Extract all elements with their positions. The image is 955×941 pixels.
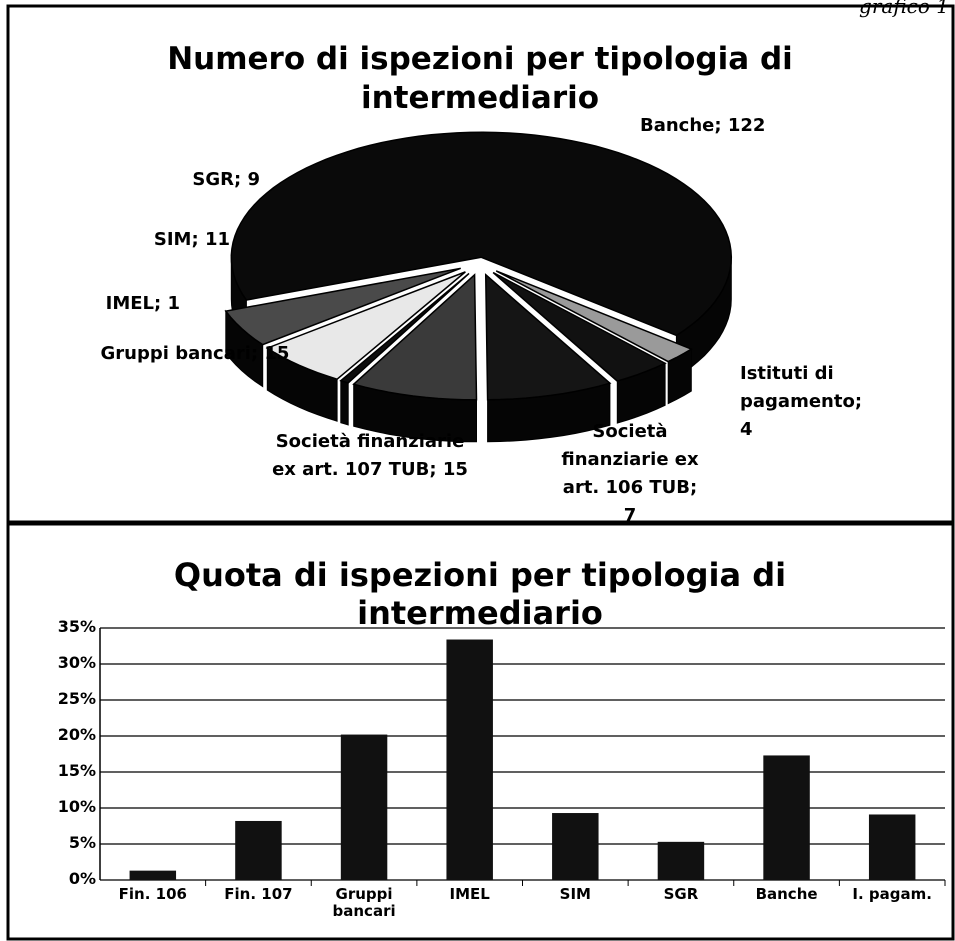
- x-tick-label: Fin. 106: [118, 885, 187, 903]
- pie-frame: [6, 4, 955, 524]
- pie-label-name: Banche: [640, 115, 715, 136]
- pie-slice: [352, 273, 478, 401]
- pie-label: Istituti di pagamento; 4: [740, 360, 870, 444]
- pie-label: IMEL; 1: [70, 290, 180, 318]
- header: grafico 1: [859, 0, 949, 18]
- bar: [763, 755, 810, 880]
- pie-label-name: SIM: [153, 229, 192, 250]
- pie-label-name: Società finanziarie ex art. 106 TUB: [561, 421, 699, 498]
- pie-label-sep: ;: [250, 343, 265, 364]
- pie-label-sep: ;: [429, 458, 443, 480]
- pie-label: SIM; 11: [105, 226, 230, 254]
- pie-slice: [224, 267, 461, 346]
- pie-label-value: 122: [727, 115, 766, 136]
- pie-slice: [492, 271, 667, 382]
- x-tick-label: Gruppi bancari: [332, 885, 396, 920]
- y-tick-label: 10%: [57, 797, 96, 816]
- pie-label: Gruppi bancari; 15: [100, 340, 290, 368]
- x-tick-label: Fin. 107: [224, 885, 293, 903]
- pie-label-sep: ;: [154, 293, 168, 314]
- pie-label-value: 15: [264, 343, 290, 364]
- pie-label-sep: ;: [191, 229, 205, 250]
- y-tick-label: 20%: [57, 725, 96, 744]
- bar-title: Quota di ispezioni per tipologia di inte…: [173, 556, 787, 633]
- bar-frame: [6, 522, 955, 941]
- pie-label-value: 11: [204, 229, 230, 250]
- bar: [552, 813, 599, 880]
- pie-label-name: Istituti di pagamento: [740, 363, 855, 412]
- x-tick-label: SGR: [663, 885, 699, 903]
- pie-slice: [339, 272, 470, 384]
- pie-label-name: SGR: [192, 169, 234, 190]
- pie-label-value: 1: [167, 293, 180, 314]
- x-tick-label: IMEL: [449, 885, 490, 903]
- bar: [340, 734, 388, 880]
- pie-side: [340, 380, 349, 426]
- pie-label: Società finanziarie ex art. 107 TUB; 15: [270, 428, 470, 484]
- y-tick-label: 15%: [57, 761, 96, 780]
- x-tick-label: SIM: [559, 885, 591, 903]
- pie-label: Società finanziarie ex art. 106 TUB; 7: [555, 418, 705, 530]
- y-tick-label: 5%: [68, 833, 96, 852]
- pie-label-value: 9: [247, 169, 260, 190]
- pie-label-name: Società finanziarie ex art. 107 TUB: [272, 431, 465, 480]
- pie-label-name: IMEL: [105, 293, 154, 314]
- bar: [235, 820, 282, 880]
- pie-label: Banche; 122: [640, 112, 800, 140]
- pie-label-sep: ;: [714, 115, 728, 136]
- pie-label-value: 4: [740, 418, 753, 440]
- pie-label-name: Gruppi bancari: [100, 343, 251, 364]
- pie-label: SGR; 9: [160, 166, 260, 194]
- pie-slice: [484, 273, 612, 401]
- pie-label-value: 15: [442, 458, 468, 480]
- y-tick-label: 25%: [57, 689, 96, 708]
- y-tick-label: 30%: [57, 653, 96, 672]
- y-tick-label: 0%: [68, 869, 96, 888]
- pie-label-value: 7: [623, 504, 637, 526]
- pie-label-sep: ;: [689, 476, 698, 498]
- x-tick-label: Banche: [755, 885, 818, 903]
- pie-label-sep: ;: [854, 390, 863, 412]
- pie-label-sep: ;: [234, 169, 248, 190]
- pie-slice: [265, 271, 466, 381]
- pie-title: Numero di ispezioni per tipologia di int…: [167, 41, 793, 116]
- bar: [129, 870, 177, 880]
- y-tick-label: 35%: [57, 617, 96, 636]
- bar: [657, 841, 705, 880]
- bar: [446, 639, 493, 880]
- x-tick-label: I. pagam.: [852, 885, 932, 903]
- pie-slice: [495, 270, 693, 363]
- bar: [868, 814, 916, 880]
- pie-slice: [230, 131, 733, 337]
